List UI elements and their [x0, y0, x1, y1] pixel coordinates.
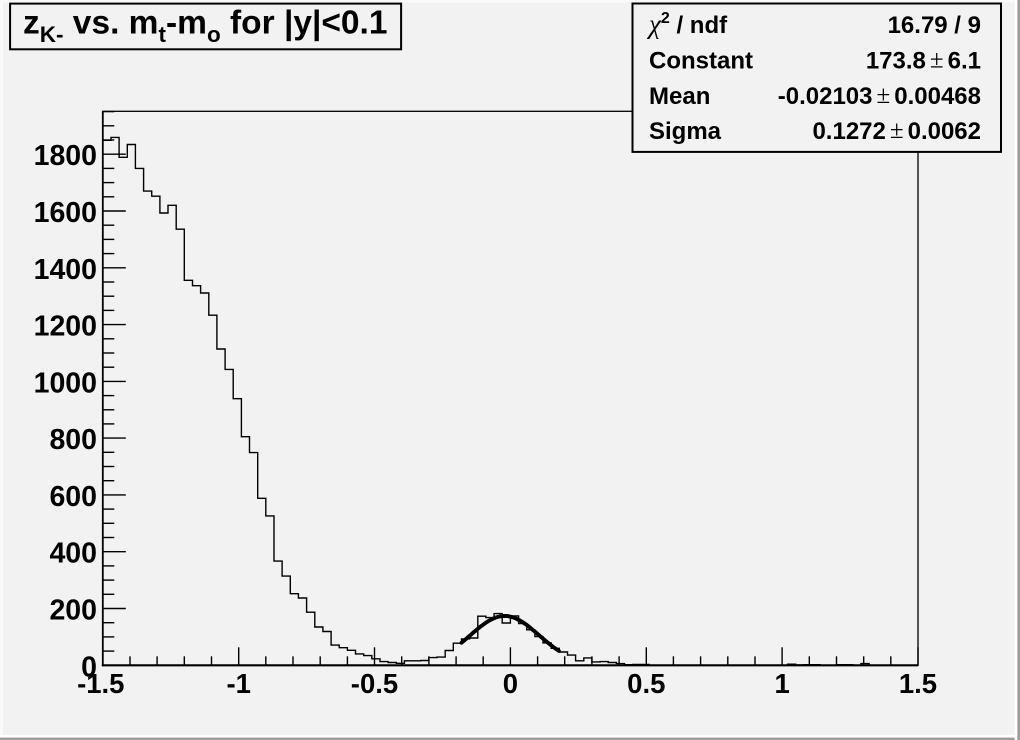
svg-text:0.1272±0.0062: 0.1272 ±0.0062 — [812, 117, 981, 145]
svg-text:1: 1 — [774, 668, 789, 699]
svg-text:200: 200 — [49, 595, 97, 627]
svg-text:Mean: Mean — [649, 83, 710, 110]
svg-text:1400: 1400 — [34, 254, 97, 286]
svg-text:400: 400 — [49, 538, 97, 570]
svg-text:0.5: 0.5 — [627, 668, 665, 699]
svg-text:Sigma: Sigma — [649, 118, 722, 145]
svg-text:1600: 1600 — [34, 197, 97, 229]
svg-text:-0.5: -0.5 — [351, 668, 398, 699]
svg-text:zK- vs. mt-mo for |y|<0.1: zK- vs. mt-mo for |y|<0.1 — [23, 5, 387, 48]
svg-text:173.8±6.1: 173.8 ±6.1 — [866, 47, 981, 75]
svg-text:16.79 / 9: 16.79 / 9 — [888, 12, 981, 39]
svg-text:1000: 1000 — [34, 367, 97, 399]
svg-text:1200: 1200 — [34, 311, 97, 343]
svg-text:1.5: 1.5 — [899, 668, 937, 699]
svg-text:χ2 / ndf: χ2 / ndf — [646, 9, 728, 39]
svg-text:0: 0 — [81, 651, 97, 683]
svg-text:600: 600 — [49, 481, 97, 513]
svg-text:800: 800 — [49, 424, 97, 456]
svg-text:-1.5: -1.5 — [77, 668, 124, 699]
svg-text:0: 0 — [503, 668, 518, 699]
svg-text:-0.02103±0.00468: -0.02103 ±0.00468 — [778, 82, 981, 110]
svg-text:1800: 1800 — [34, 140, 97, 172]
svg-text:Constant: Constant — [649, 48, 753, 75]
svg-text:-1: -1 — [226, 668, 250, 699]
